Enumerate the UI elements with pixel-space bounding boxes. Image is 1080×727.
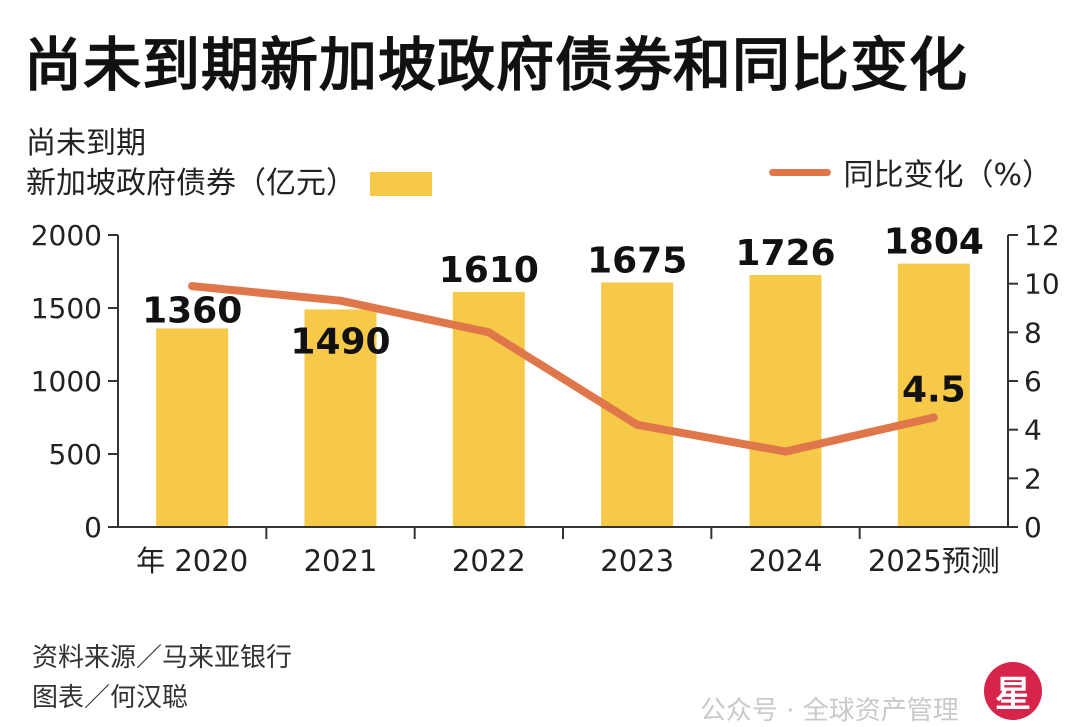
watermark-text: 公众号 · 全球资产管理 (700, 696, 959, 726)
bar-value-label-1: 1490 (290, 321, 390, 362)
y-left-tick-label-1: 500 (49, 438, 102, 471)
credit-note: 图表／何汉聪 (32, 683, 189, 713)
bar-3 (601, 282, 674, 527)
x-tick-label-4: 2024 (749, 544, 823, 578)
bar-legend-swatch (370, 172, 432, 196)
y-left-tick-label-3: 1500 (31, 292, 102, 325)
bar-0 (156, 328, 229, 527)
bar-legend-label-line1: 尚未到期 (26, 126, 146, 161)
x-tick-label-5: 2025预测 (868, 544, 1000, 578)
y-right-tick-label-0: 0 (1024, 511, 1042, 544)
publisher-logo-icon: 星 (984, 662, 1042, 720)
combo-chart: 0 500 1000 1500 2000 0 2 4 6 8 10 12 年 2020 2021 2022 2… (31, 219, 1060, 578)
bar-4 (749, 275, 822, 527)
line-legend: 同比变化（%） (769, 150, 1052, 194)
x-tick-label-3: 2023 (600, 544, 674, 578)
y-right-tick-label-6: 12 (1024, 219, 1060, 252)
yoy-point-5 (929, 413, 938, 422)
y-right-tick-label-4: 8 (1024, 316, 1042, 349)
y-right-tick-label-1: 2 (1024, 462, 1042, 495)
bar-legend-label-line2: 新加坡政府债券（亿元） (26, 166, 356, 201)
bar-5 (897, 263, 970, 527)
yoy-point-0 (188, 282, 197, 291)
yoy-point-3 (633, 420, 642, 429)
source-note: 资料来源／马来亚银行 (32, 643, 293, 673)
y-right-tick-label-5: 10 (1024, 268, 1060, 301)
bar-legend: 尚未到期 新加坡政府债券（亿元） (26, 124, 432, 204)
chart-title: 尚未到期新加坡政府债券和同比变化 (24, 31, 969, 99)
x-tick-label-2: 2022 (452, 544, 526, 578)
bar-value-label-5: 1804 (884, 222, 984, 263)
yoy-change-line (188, 282, 938, 456)
line-legend-swatch (769, 168, 832, 176)
yoy-point-2 (484, 328, 493, 337)
bar-1 (304, 309, 377, 527)
yoy-point-4 (781, 447, 790, 456)
bar-value-label-3: 1675 (587, 240, 687, 281)
y-right-tick-label-3: 6 (1024, 365, 1042, 398)
line-legend-label: 同比变化（%） (843, 158, 1052, 193)
y-right-tick-label-2: 4 (1024, 414, 1042, 447)
x-tick-label-0: 年 2020 (136, 544, 248, 578)
bar-value-label-0: 1360 (142, 290, 242, 331)
y-left-tick-label-2: 1000 (31, 365, 102, 398)
yoy-point-1 (336, 296, 345, 305)
footer: 资料来源／马来亚银行 图表／何汉聪 (32, 638, 292, 718)
y-left-tick-label-4: 2000 (31, 219, 102, 252)
bar-value-label-2: 1610 (439, 250, 539, 291)
yoy-value-label-last: 4.5 (902, 370, 966, 411)
y-left-tick-label-0: 0 (84, 511, 102, 544)
bar-value-label-4: 1726 (735, 233, 835, 274)
x-tick-label-1: 2021 (304, 544, 378, 578)
